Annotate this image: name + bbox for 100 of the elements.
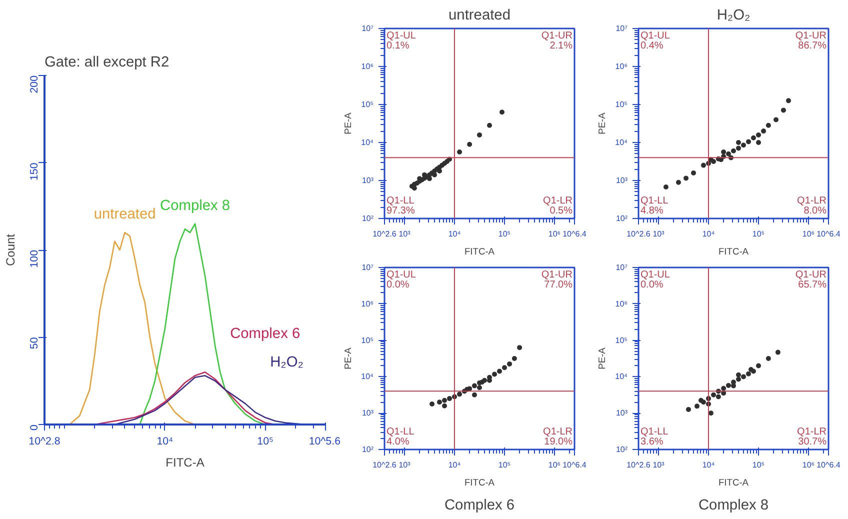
y-tick-label: 10² xyxy=(362,445,374,454)
x-tick-label: 10^2.6 xyxy=(372,230,397,238)
annotation: 0.0% xyxy=(386,280,410,290)
y-tick-label: 10³ xyxy=(616,176,628,185)
chart-title: untreated xyxy=(448,8,510,24)
annotation: 0.4% xyxy=(640,40,664,52)
y-tick-label: 150 xyxy=(28,162,40,181)
annotation: Q1-LR xyxy=(543,426,572,438)
y-tick-label: 10⁴ xyxy=(361,372,374,382)
chart-title: H₂O₂ xyxy=(716,8,750,24)
x-tick-label: 10³ xyxy=(652,230,665,238)
y-tick-label: 10² xyxy=(616,445,628,454)
x-tick-label: 10⁴ xyxy=(156,436,174,448)
x-tick-label: 10⁵ xyxy=(752,230,765,238)
annotation: 2.1% xyxy=(550,40,573,52)
annotation: Q1-UL xyxy=(386,30,416,42)
text: Complex 6 xyxy=(444,498,515,514)
x-tick-label: 10⁴ xyxy=(702,230,716,238)
y-tick-label: 200 xyxy=(28,75,40,94)
annotation: 0.1% xyxy=(386,40,410,52)
x-axis-title: FITC-A xyxy=(166,456,204,470)
x-tick-label: 10^6.4 xyxy=(562,230,587,238)
x-tick-label: 10⁶ xyxy=(802,230,815,238)
x-tick-label: 10³ xyxy=(398,230,411,238)
y-tick-label: 10⁴ xyxy=(615,372,628,382)
chart-title: Gate: all except R2 xyxy=(44,54,170,70)
y-tick-label: 10⁶ xyxy=(361,299,374,308)
x-tick-label: 10⁴ xyxy=(448,230,462,238)
annotation: Q1-LL xyxy=(386,426,415,438)
annotation: Q1-UR xyxy=(795,30,827,42)
x-axis-title: FITC-A xyxy=(464,478,496,488)
y-tick-label: 10² xyxy=(616,214,628,223)
y-tick-label: 10⁴ xyxy=(615,138,628,147)
text: Complex 6 xyxy=(230,326,300,342)
y-tick-label: 10⁷ xyxy=(616,24,628,33)
x-tick-label: 10^6.4 xyxy=(816,460,841,470)
y-axis-title: PE-A xyxy=(597,346,608,370)
y-tick-label: 10² xyxy=(362,214,374,223)
x-tick-label: 10⁵ xyxy=(752,460,765,470)
annotation: Q1-LL xyxy=(386,196,415,206)
x-tick-label: 10³ xyxy=(652,460,665,470)
annotation: Q1-UL xyxy=(640,30,670,42)
annotation: 8.0% xyxy=(804,206,827,216)
x-tick-label: 10^2.8 xyxy=(28,436,60,448)
y-tick-label: 100 xyxy=(28,250,40,268)
annotation: 4.8% xyxy=(640,206,664,216)
y-tick-label: 10⁷ xyxy=(362,24,374,33)
y-tick-label: 10⁶ xyxy=(615,62,628,71)
annotation: Q1-LL xyxy=(640,426,669,438)
annotation: Q1-UL xyxy=(640,270,670,280)
annotation: Q1-UR xyxy=(541,30,573,42)
annotation: 19.0% xyxy=(544,436,573,448)
text: H₂O₂ xyxy=(270,354,304,371)
x-tick-label: 10⁶ xyxy=(802,460,815,470)
y-tick-label: 10⁷ xyxy=(616,263,628,272)
x-tick-label: 10^6.4 xyxy=(816,230,841,238)
annotation: Q1-LR xyxy=(797,426,826,438)
y-tick-label: 10⁴ xyxy=(361,138,374,147)
annotation: 3.6% xyxy=(640,436,664,448)
x-tick-label: 10^2.6 xyxy=(626,460,651,470)
y-axis-title: PE-A xyxy=(597,112,608,134)
x-tick-label: 10⁴ xyxy=(702,460,716,470)
annotation: Q1-LR xyxy=(543,196,572,206)
x-tick-label: 10^6.4 xyxy=(562,460,587,470)
y-tick-label: 10⁶ xyxy=(361,62,374,71)
annotation: 86.7% xyxy=(798,40,827,52)
annotation: 0.0% xyxy=(640,280,664,290)
y-tick-label: 10³ xyxy=(362,176,374,185)
y-axis-title: Count xyxy=(4,233,18,266)
x-axis-title: FITC-A xyxy=(718,246,750,256)
annotation: Q1-LR xyxy=(797,196,826,206)
series-label: untreated xyxy=(94,206,156,223)
annotation: Q1-UR xyxy=(541,270,573,280)
y-tick-label: 10⁶ xyxy=(615,299,628,308)
y-tick-label: 10⁵ xyxy=(361,336,374,345)
y-tick-label: 10³ xyxy=(362,408,374,418)
x-tick-label: 10⁴ xyxy=(448,460,462,470)
annotation: 30.7% xyxy=(798,436,827,448)
x-tick-label: 10⁵ xyxy=(257,436,274,448)
x-tick-label: 10⁵ xyxy=(498,460,511,470)
x-tick-label: 10³ xyxy=(398,460,411,470)
x-tick-label: 10^2.6 xyxy=(626,230,651,238)
x-tick-label: 10⁶ xyxy=(548,230,561,238)
y-tick-label: 50 xyxy=(28,337,40,350)
y-tick-label: 10⁵ xyxy=(615,336,628,345)
annotation: 65.7% xyxy=(798,280,827,290)
x-axis-title: FITC-A xyxy=(464,246,496,256)
x-tick-label: 10^5.6 xyxy=(308,436,341,448)
annotation: Q1-LL xyxy=(640,196,669,206)
annotation: Q1-UL xyxy=(386,270,416,280)
text: Complex 8 xyxy=(698,498,769,514)
annotation: 0.5% xyxy=(550,206,573,216)
y-tick-label: 10⁷ xyxy=(362,263,374,272)
series-label: Complex 8 xyxy=(160,198,230,214)
x-axis-title: FITC-A xyxy=(718,478,750,488)
y-axis-title: PE-A xyxy=(343,346,354,370)
x-tick-label: 10⁵ xyxy=(498,230,511,238)
annotation: Q1-UR xyxy=(795,270,827,280)
y-tick-label: 0 xyxy=(28,424,40,430)
y-tick-label: 10⁵ xyxy=(361,100,374,109)
